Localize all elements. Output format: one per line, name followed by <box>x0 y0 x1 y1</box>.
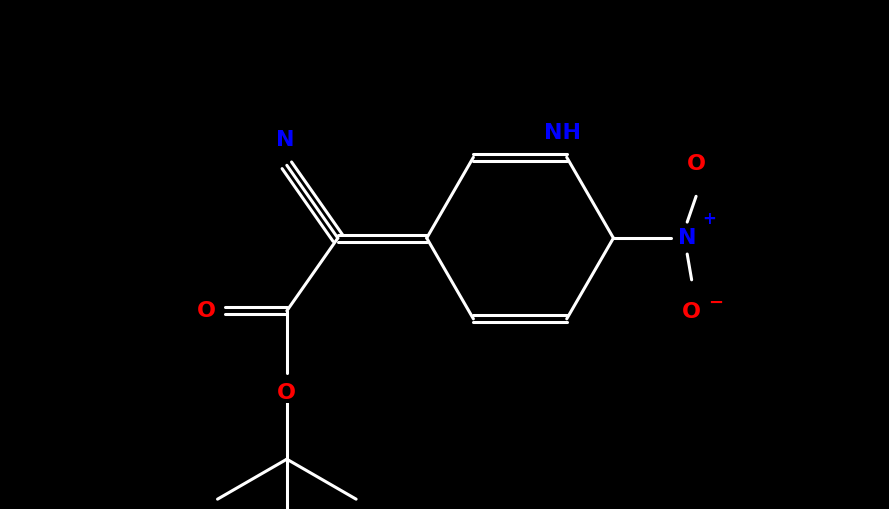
Text: −: − <box>708 294 724 312</box>
Text: N: N <box>276 130 294 151</box>
Text: O: O <box>197 301 216 321</box>
Text: O: O <box>682 302 701 322</box>
Text: N: N <box>678 228 696 248</box>
Text: NH: NH <box>544 123 581 144</box>
Text: O: O <box>686 154 706 175</box>
Text: O: O <box>277 383 296 403</box>
Text: +: + <box>702 210 717 228</box>
